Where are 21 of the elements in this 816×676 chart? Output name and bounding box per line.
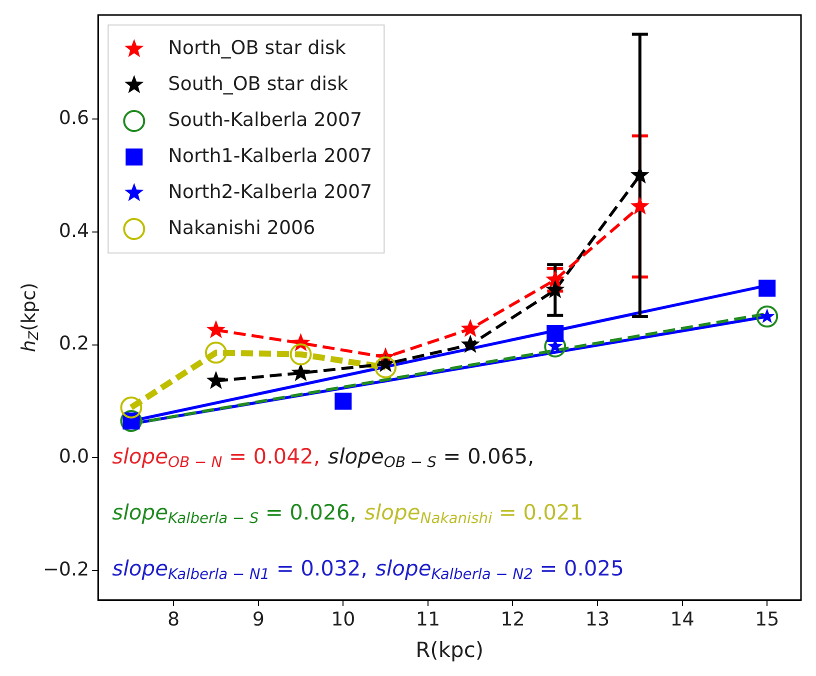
y-tick-label: 0.4 xyxy=(58,220,90,242)
x-axis-title: R(kpc) xyxy=(416,638,484,662)
y-axis-title: hZ(kpc) xyxy=(18,282,42,352)
legend-label: North1-Kalberla 2007 xyxy=(168,144,372,167)
x-tick-label: 11 xyxy=(416,608,440,630)
x-tick-label: 9 xyxy=(252,608,264,630)
y-tick-label: 0.0 xyxy=(58,446,90,468)
x-tick-label: 14 xyxy=(670,608,694,630)
x-tick-label: 12 xyxy=(500,608,525,630)
x-tick-label: 13 xyxy=(585,608,610,630)
y-tick-label: −0.2 xyxy=(42,558,90,581)
legend-label: North2-Kalberla 2007 xyxy=(168,180,372,203)
y-tick-label: 0.6 xyxy=(58,106,90,129)
y-tick-label: 0.2 xyxy=(58,332,90,355)
x-tick-label: 15 xyxy=(754,608,780,630)
legend-label: South_OB star disk xyxy=(168,72,348,95)
x-tick-label: 8 xyxy=(168,608,180,630)
legend-label: Nakanishi 2006 xyxy=(168,216,316,239)
x-tick-label: 10 xyxy=(331,608,356,630)
legend-label: North_OB star disk xyxy=(168,36,346,59)
legend-label: South-Kalberla 2007 xyxy=(168,108,362,131)
